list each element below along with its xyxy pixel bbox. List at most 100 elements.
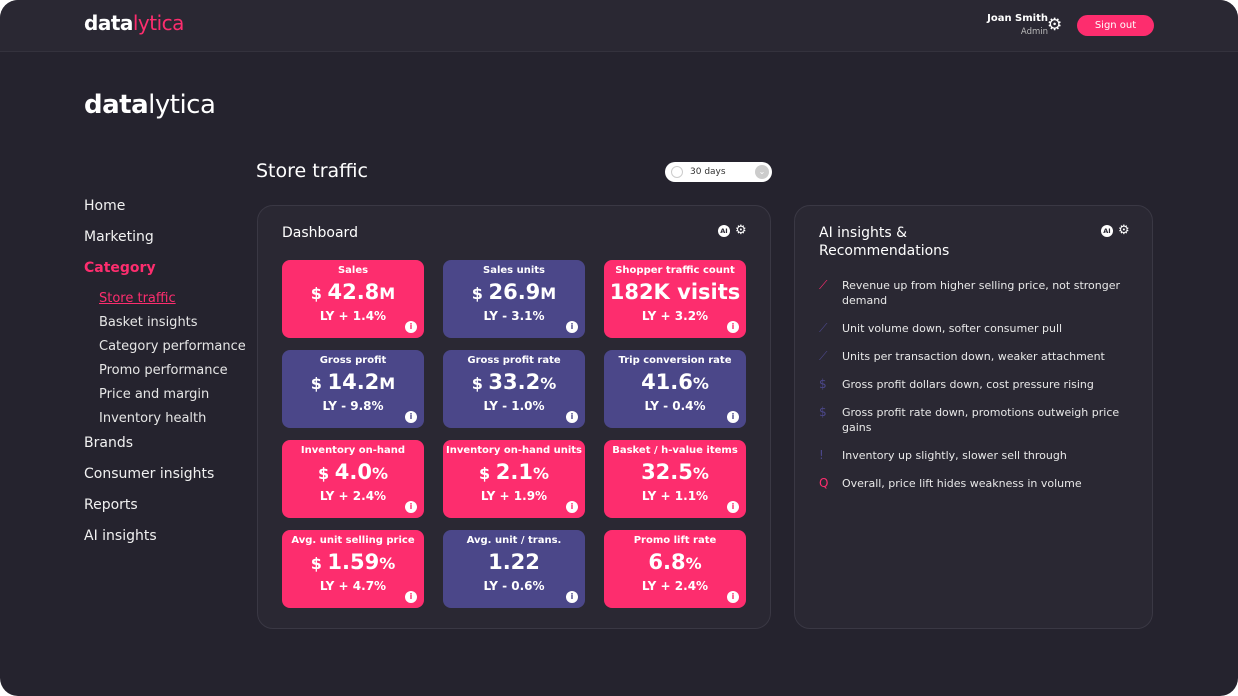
sidebar-item-reports[interactable]: Reports xyxy=(84,497,138,513)
sidebar-subitem-promo-performance[interactable]: Promo performance xyxy=(99,363,228,378)
kpi-value: 1.22 xyxy=(443,550,585,576)
kpi-value: $ 1.59% xyxy=(282,550,424,576)
kpi-title: Shopper traffic count xyxy=(615,265,735,276)
kpi-suffix: M xyxy=(540,284,557,303)
kpi-ly-change: LY - 3.1% xyxy=(483,309,545,323)
kpi-number: 32.5 xyxy=(641,460,693,484)
kpi-tile[interactable]: Inventory on-hand $ 4.0% LY + 2.4% i xyxy=(282,440,424,518)
kpi-ly-change: LY - 9.8% xyxy=(322,399,384,413)
kpi-number: 182K visits xyxy=(609,280,741,304)
kpi-tile[interactable]: Gross profit rate $ 33.2% LY - 1.0% i xyxy=(443,350,585,428)
dashboard-panel: Dashboard AI ⚙ Sales $ 42.8M LY + 1.4% i Sal… xyxy=(257,205,771,629)
insight-text: Inventory up slightly, slower sell throu… xyxy=(842,449,1067,462)
kpi-title: Avg. unit selling price xyxy=(291,535,415,546)
insight-text: Gross profit dollars down, cost pressure… xyxy=(842,378,1094,391)
ai-icon[interactable]: AI xyxy=(1101,225,1113,237)
kpi-tile[interactable]: Avg. unit selling price $ 1.59% LY + 4.7% i xyxy=(282,530,424,608)
kpi-prefix: $ xyxy=(318,464,335,483)
info-icon[interactable]: i xyxy=(405,501,417,513)
kpi-tile[interactable]: Shopper traffic count 182K visits LY + 3.2… xyxy=(604,260,746,338)
kpi-prefix: $ xyxy=(471,374,489,393)
kpi-tile[interactable]: Sales units $ 26.9M LY - 3.1% i xyxy=(443,260,585,338)
info-icon[interactable]: i xyxy=(566,591,578,603)
trend-icon: ⟋ xyxy=(819,349,828,363)
kpi-ly-change: LY + 2.4% xyxy=(641,579,709,593)
kpi-number: 1.22 xyxy=(488,550,540,574)
sidebar-subitem-price-and-margin[interactable]: Price and margin xyxy=(99,387,210,402)
trend-up-icon: ⟋ xyxy=(819,278,828,292)
info-icon[interactable]: i xyxy=(405,591,417,603)
kpi-ly-change: LY - 0.6% xyxy=(483,579,545,593)
sidebar-item-consumer-insights[interactable]: Consumer insights xyxy=(84,466,215,482)
kpi-tile[interactable]: Avg. unit / trans. 1.22 LY - 0.6% i xyxy=(443,530,585,608)
info-icon[interactable]: i xyxy=(727,411,739,423)
insight-text: Units per transaction down, weaker attac… xyxy=(842,350,1105,363)
kpi-value: $ 26.9M xyxy=(443,280,585,306)
sidebar-item-home[interactable]: Home xyxy=(84,198,126,214)
logo-text-b: lytica xyxy=(148,90,216,120)
kpi-tile[interactable]: Sales $ 42.8M LY + 1.4% i xyxy=(282,260,424,338)
sidebar-item-marketing[interactable]: Marketing xyxy=(84,229,154,245)
kpi-title: Promo lift rate xyxy=(633,535,717,546)
logo-text-b: lytica xyxy=(132,11,185,35)
kpi-tile[interactable]: Inventory on-hand units $ 2.1% LY + 1.9% i xyxy=(443,440,585,518)
kpi-title: Basket / h-value items xyxy=(612,445,738,456)
alert-circle-icon: ! xyxy=(819,448,824,462)
insights-list: ⟋ Revenue up from higher selling price, n… xyxy=(819,278,1129,504)
sidebar-nav: Home Marketing Category Store traffic Basket… xyxy=(84,198,246,559)
insight-text: Revenue up from higher selling price, no… xyxy=(842,279,1121,307)
kpi-tile[interactable]: Trip conversion rate 41.6% LY - 0.4% i xyxy=(604,350,746,428)
kpi-suffix: % xyxy=(379,554,396,573)
header-logo[interactable]: datalytica xyxy=(84,11,184,35)
sidebar-subitem-store-traffic[interactable]: Store traffic xyxy=(99,291,176,306)
gear-icon[interactable]: ⚙ xyxy=(735,223,747,238)
info-icon[interactable]: i xyxy=(405,411,417,423)
kpi-prefix: $ xyxy=(471,284,489,303)
gear-icon[interactable]: ⚙ xyxy=(1118,223,1130,238)
info-icon[interactable]: i xyxy=(566,411,578,423)
insight-item: ⟋ Unit volume down, softer consumer pull xyxy=(819,321,1129,336)
kpi-prefix: $ xyxy=(310,374,328,393)
sign-out-button[interactable]: Sign out xyxy=(1077,15,1154,36)
kpi-number: 6.8 xyxy=(648,550,686,574)
kpi-suffix: % xyxy=(692,374,709,393)
settings-gear-icon[interactable]: ⚙ xyxy=(1047,15,1063,35)
kpi-number: 14.2 xyxy=(327,370,380,394)
kpi-ly-change: LY + 1.1% xyxy=(641,489,709,503)
kpi-tile[interactable]: Promo lift rate 6.8% LY + 2.4% i xyxy=(604,530,746,608)
kpi-value: 41.6% xyxy=(604,370,746,396)
kpi-tile[interactable]: Basket / h-value items 32.5% LY + 1.1% i xyxy=(604,440,746,518)
insight-text: Gross profit rate down, promotions outwe… xyxy=(842,406,1120,434)
sidebar-subitem-basket-insights[interactable]: Basket insights xyxy=(99,315,198,330)
kpi-prefix: $ xyxy=(310,554,328,573)
info-icon[interactable]: i xyxy=(405,321,417,333)
kpi-suffix: % xyxy=(692,464,709,483)
kpi-title: Gross profit xyxy=(319,355,387,366)
date-range-select[interactable]: 30 days ⌄ xyxy=(665,162,772,182)
info-icon[interactable]: i xyxy=(727,591,739,603)
insights-title-line1: AI insights & xyxy=(819,225,908,241)
kpi-prefix: $ xyxy=(310,284,328,303)
user-info: Joan Smith Admin xyxy=(987,13,1048,37)
ai-icon[interactable]: AI xyxy=(718,225,730,237)
top-bar: datalytica Joan Smith Admin ⚙ Sign out xyxy=(0,0,1238,52)
kpi-suffix: % xyxy=(371,464,388,483)
sidebar-item-category[interactable]: Category xyxy=(84,260,156,276)
sidebar-subitem-inventory-health[interactable]: Inventory health xyxy=(99,411,207,426)
info-icon[interactable]: i xyxy=(566,501,578,513)
info-icon[interactable]: i xyxy=(727,321,739,333)
insight-text: Unit volume down, softer consumer pull xyxy=(842,322,1063,335)
info-icon[interactable]: i xyxy=(727,501,739,513)
kpi-ly-change: LY - 1.0% xyxy=(483,399,545,413)
page-title: Store traffic xyxy=(256,160,368,182)
info-icon[interactable]: i xyxy=(566,321,578,333)
sidebar-subitem-category-performance[interactable]: Category performance xyxy=(99,339,246,354)
kpi-title: Trip conversion rate xyxy=(618,355,732,366)
insight-item: Q Overall, price lift hides weakness in v… xyxy=(819,476,1129,491)
kpi-title: Gross profit rate xyxy=(467,355,561,366)
insight-item: ! Inventory up slightly, slower sell thro… xyxy=(819,448,1129,463)
sidebar-item-ai-insights[interactable]: AI insights xyxy=(84,528,157,544)
kpi-prefix: $ xyxy=(479,464,496,483)
sidebar-item-brands[interactable]: Brands xyxy=(84,435,133,451)
kpi-tile[interactable]: Gross profit $ 14.2M LY - 9.8% i xyxy=(282,350,424,428)
